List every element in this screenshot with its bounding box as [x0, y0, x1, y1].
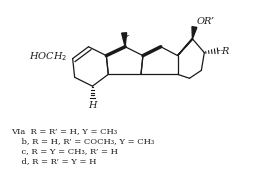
Text: H: H [88, 101, 97, 110]
Text: VIa  R = R’ = H, Y = CH₃: VIa R = R’ = H, Y = CH₃ [11, 128, 117, 136]
Text: HOCH$_2$: HOCH$_2$ [29, 50, 68, 63]
Polygon shape [122, 33, 126, 47]
Text: R: R [221, 47, 229, 56]
Text: ---: --- [217, 48, 224, 56]
Text: b, R = H, R’ = COCH₃, Y = CH₃: b, R = H, R’ = COCH₃, Y = CH₃ [11, 137, 155, 145]
Polygon shape [178, 39, 193, 56]
Text: Y: Y [122, 35, 128, 44]
Text: d, R = R’ = Y = H: d, R = R’ = Y = H [11, 157, 97, 165]
Polygon shape [192, 27, 197, 39]
Text: OR’: OR’ [196, 17, 214, 26]
Text: c, R = Y = CH₃, R’ = H: c, R = Y = CH₃, R’ = H [11, 147, 118, 155]
